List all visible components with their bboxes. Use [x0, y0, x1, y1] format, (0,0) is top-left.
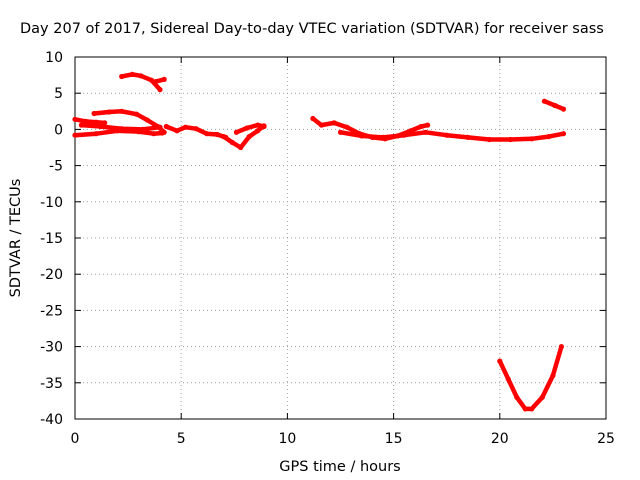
series-arc-a	[72, 117, 107, 126]
data-point	[157, 124, 163, 130]
data-point	[238, 144, 244, 151]
x-tick-label: 10	[278, 431, 296, 447]
data-point	[97, 123, 104, 130]
data-point	[359, 133, 365, 139]
data-point	[119, 73, 125, 80]
data-point	[119, 126, 125, 132]
data-point	[161, 129, 167, 135]
data-point	[244, 125, 250, 131]
y-tick-label: -30	[40, 340, 63, 356]
y-tick-label: -15	[40, 231, 63, 247]
data-point	[514, 394, 520, 400]
data-point	[546, 134, 552, 140]
data-point	[380, 134, 386, 140]
tick-layer: 0 5 10 15 20 25 10 5 0 -5 -10 -15 -20 -25 -30 -35 -40	[40, 50, 615, 447]
data-point	[539, 394, 545, 400]
data-point	[233, 129, 239, 135]
data-point	[129, 71, 135, 77]
y-axis-label: SDTVAR / TECUs	[8, 179, 24, 298]
data-point	[497, 358, 503, 364]
y-tick-label: -25	[40, 303, 63, 319]
data-point	[214, 131, 220, 138]
data-point	[255, 122, 261, 128]
data-point	[558, 344, 565, 350]
data-point	[337, 129, 344, 135]
data-point	[106, 109, 112, 115]
x-tick-label: 5	[177, 431, 186, 447]
series-layer	[72, 71, 567, 412]
y-tick-label: 5	[54, 86, 63, 102]
data-point	[134, 111, 140, 117]
data-point	[151, 131, 157, 137]
data-point	[229, 139, 235, 145]
x-tick-label: 0	[71, 431, 80, 447]
data-point	[318, 122, 324, 128]
data-point	[560, 131, 567, 137]
y-tick-label: -5	[49, 159, 63, 175]
data-point	[102, 120, 108, 126]
y-tick-label: -40	[40, 412, 63, 428]
data-point	[163, 123, 169, 130]
data-point	[529, 406, 535, 412]
data-point	[119, 108, 125, 114]
data-point	[140, 126, 146, 132]
y-tick-label: -20	[40, 267, 63, 283]
y-tick-label: -35	[40, 376, 63, 392]
data-point	[418, 123, 424, 130]
data-point	[261, 123, 267, 130]
data-point	[78, 122, 84, 128]
data-point	[246, 134, 252, 140]
data-point	[193, 126, 199, 132]
data-point	[161, 76, 167, 82]
data-point	[550, 373, 556, 379]
series-arc-i	[234, 122, 267, 135]
data-point	[148, 77, 155, 83]
data-point	[83, 118, 89, 124]
data-point	[144, 117, 150, 123]
series-arc-m	[497, 344, 564, 412]
data-point	[331, 120, 337, 126]
data-point	[529, 136, 535, 142]
data-point	[221, 134, 227, 140]
data-point	[204, 131, 210, 137]
data-point	[507, 136, 513, 143]
data-point	[174, 128, 180, 134]
data-point	[401, 132, 407, 138]
data-point	[505, 376, 511, 382]
x-axis-label: GPS time / hours	[279, 459, 400, 475]
data-point	[344, 124, 350, 130]
data-point	[422, 129, 429, 135]
data-point	[157, 87, 163, 93]
data-point	[522, 406, 528, 412]
y-tick-label: -10	[40, 195, 63, 211]
data-point	[465, 134, 471, 140]
plot-frame	[74, 56, 607, 420]
data-point	[425, 122, 431, 128]
data-point	[182, 124, 188, 130]
grid-layer	[75, 57, 606, 419]
data-point	[72, 116, 78, 122]
x-tick-label: 15	[385, 431, 403, 447]
y-tick-label: 0	[54, 122, 63, 138]
data-point	[91, 110, 97, 117]
data-point	[153, 79, 159, 85]
y-tick-label: 10	[45, 50, 63, 66]
data-point	[560, 106, 567, 112]
data-point	[255, 128, 261, 134]
x-tick-label: 25	[597, 431, 615, 447]
data-point	[541, 98, 548, 104]
data-point	[138, 73, 144, 79]
chart-title: Day 207 of 2017, Sidereal Day-to-day VTE…	[20, 21, 604, 37]
data-point	[93, 131, 99, 137]
data-point	[486, 136, 492, 143]
data-point	[444, 132, 450, 138]
data-point	[310, 115, 316, 122]
data-point	[552, 102, 558, 109]
series-arc-k	[338, 130, 566, 142]
x-tick-label: 20	[491, 431, 509, 447]
data-point	[93, 119, 99, 125]
data-point	[72, 132, 78, 138]
